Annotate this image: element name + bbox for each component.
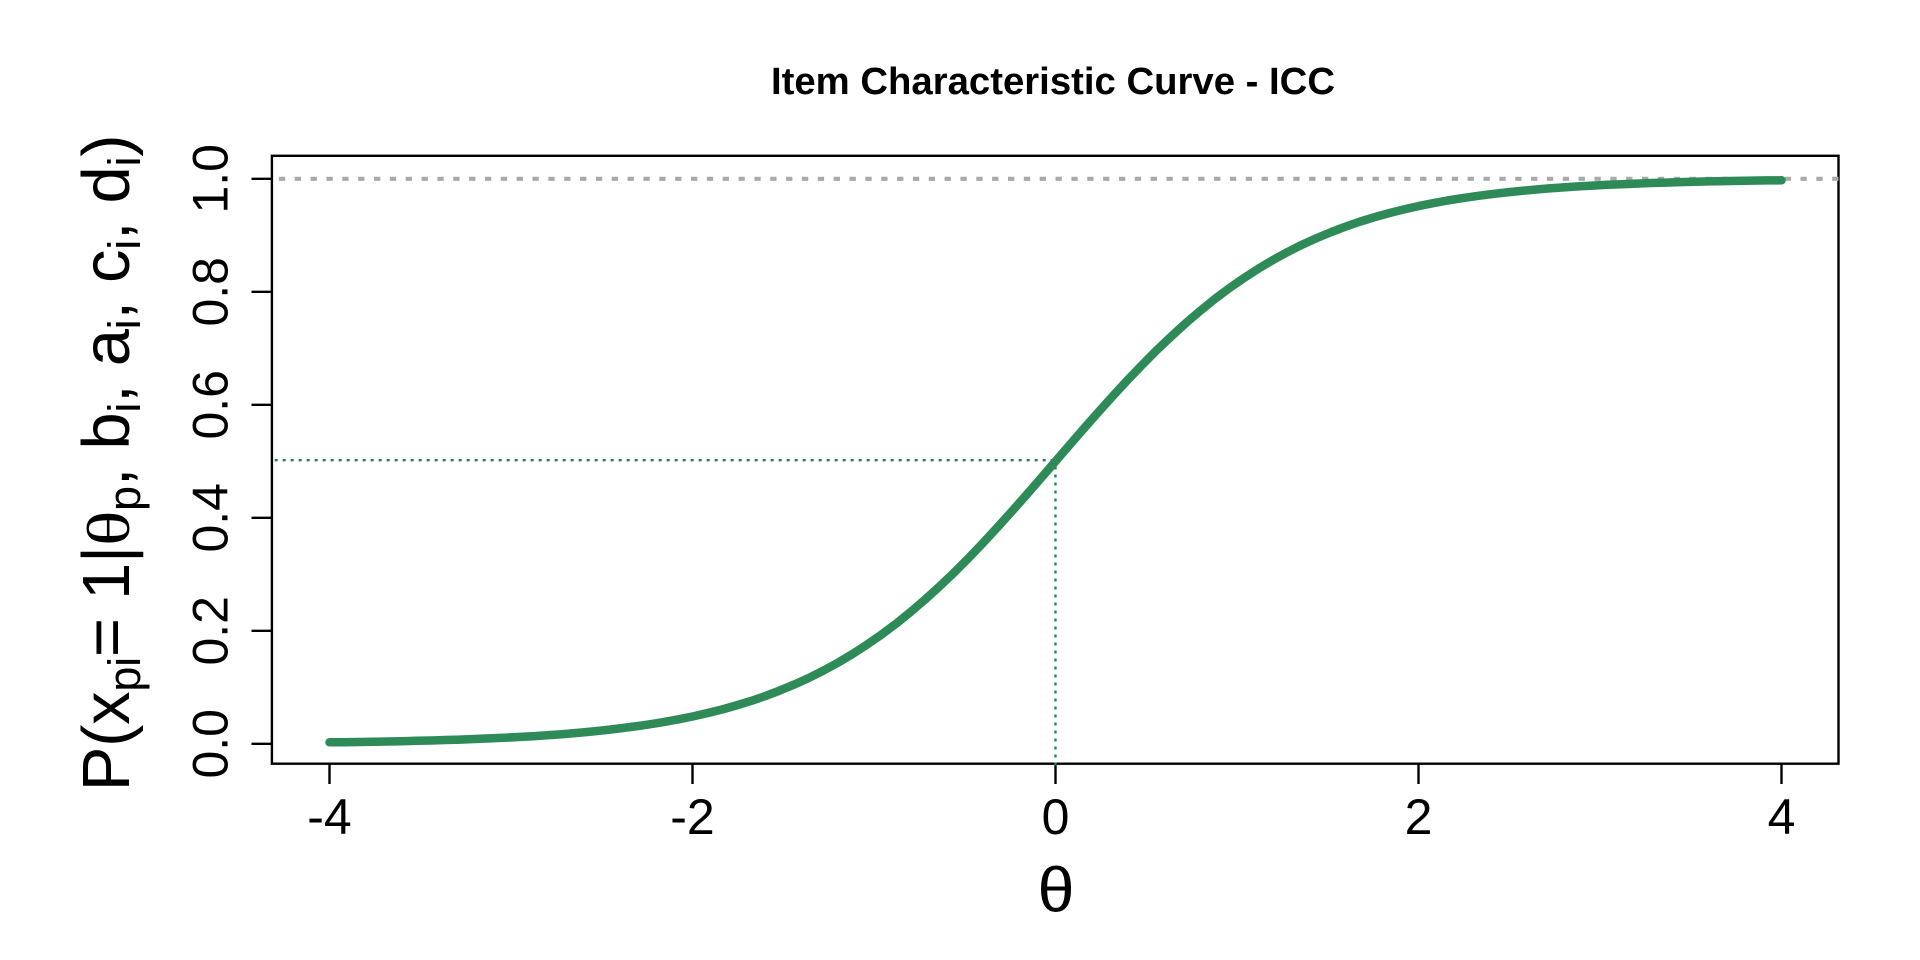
svg-text:0.0: 0.0 [183,709,239,779]
svg-text:Item Characteristic Curve - IC: Item Characteristic Curve - ICC [771,60,1335,103]
svg-text:-4: -4 [307,789,351,845]
svg-text:0.6: 0.6 [183,370,239,440]
svg-text:1.0: 1.0 [183,144,239,214]
svg-text:0: 0 [1042,789,1070,845]
svg-text:0.2: 0.2 [183,596,239,666]
svg-text:4: 4 [1768,789,1796,845]
svg-text:0.4: 0.4 [183,483,239,553]
svg-text:-2: -2 [670,789,714,845]
svg-text:0.8: 0.8 [183,257,239,327]
svg-text:2: 2 [1405,789,1433,845]
svg-text:P(xpi= 1|θp, bi, ai, ci, di): P(xpi= 1|θp, bi, ai, ci, di) [69,135,150,791]
svg-text:θ: θ [1038,855,1075,925]
